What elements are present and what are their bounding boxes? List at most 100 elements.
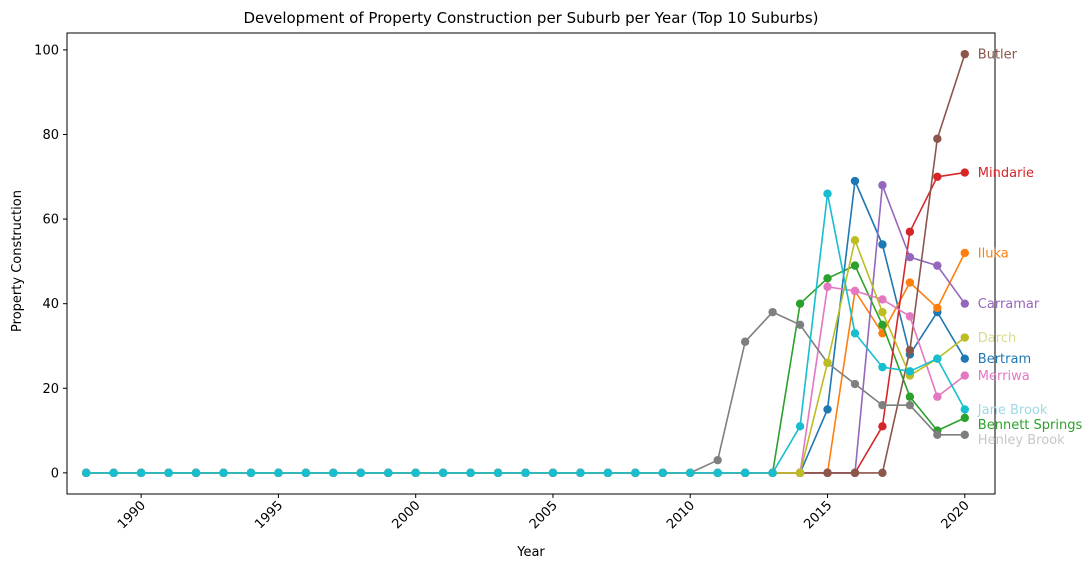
y-tick-label: 100: [34, 43, 59, 58]
series-line-butler: [86, 53, 966, 474]
data-point-jane-brook: [548, 468, 558, 478]
data-point-bennett-springs: [850, 261, 860, 270]
data-point-mindarie: [933, 172, 942, 181]
data-point-carramar: [878, 181, 887, 190]
data-point-merriwa: [878, 295, 887, 304]
series-darch: [82, 236, 969, 478]
data-point-mindarie: [905, 227, 915, 236]
data-point-bertram: [850, 176, 860, 186]
series-iluka: [82, 248, 969, 478]
data-point-iluka: [905, 278, 915, 287]
series-carramar: [82, 181, 969, 478]
series-label-merriwa: Merriwa: [978, 369, 1030, 384]
x-tick-label: 2005: [527, 498, 561, 532]
data-point-bennett-springs: [960, 413, 969, 423]
data-point-merriwa: [823, 282, 832, 291]
data-point-jane-brook: [631, 468, 640, 478]
series-label-jane-brook: Jane Brook: [977, 403, 1048, 418]
data-point-butler: [933, 134, 942, 143]
data-point-jane-brook: [603, 468, 613, 478]
x-tick-label: 1990: [115, 498, 149, 532]
chart-title: Development of Property Construction per…: [243, 9, 818, 27]
series-label-butler: Butler: [978, 48, 1018, 63]
data-point-jane-brook: [933, 354, 942, 363]
data-point-jane-brook: [384, 468, 393, 478]
data-point-henley-brook: [768, 307, 777, 317]
data-point-bertram: [878, 240, 887, 249]
data-point-henley-brook: [850, 379, 860, 389]
data-point-darch: [878, 307, 887, 317]
series-label-henley-brook: Henley Brook: [978, 433, 1065, 448]
data-point-carramar: [960, 299, 969, 308]
data-point-merriwa: [850, 286, 860, 296]
data-point-bennett-springs: [878, 320, 887, 330]
series-line-merriwa: [86, 285, 966, 474]
data-point-jane-brook: [960, 405, 969, 414]
data-point-darch: [795, 468, 805, 478]
x-tick-label: 2010: [664, 498, 698, 532]
series-label-carramar: Carramar: [978, 297, 1040, 312]
x-tick-label: 2000: [390, 498, 424, 532]
y-axis-label: Property Construction: [10, 190, 25, 332]
x-axis-label: Year: [516, 545, 545, 560]
data-point-jane-brook: [850, 329, 860, 338]
data-point-jane-brook: [686, 468, 695, 478]
series-label-iluka: Iluka: [978, 246, 1009, 261]
plot-frame: [66, 32, 996, 495]
data-point-henley-brook: [960, 430, 969, 439]
data-point-jane-brook: [191, 468, 201, 478]
y-axis: 0 20 40 60 80 100: [34, 43, 67, 481]
data-point-butler: [960, 49, 969, 59]
data-point-merriwa: [933, 392, 942, 401]
data-point-darch: [850, 236, 860, 245]
series-jane-brook: [82, 189, 969, 478]
data-point-butler: [878, 468, 887, 478]
data-point-merriwa: [905, 312, 915, 321]
y-tick-label: 40: [42, 297, 59, 312]
data-point-henley-brook: [740, 337, 750, 346]
data-point-darch: [823, 358, 832, 368]
series-label-mindarie: Mindarie: [978, 166, 1034, 181]
data-point-jane-brook: [356, 468, 365, 478]
data-point-mindarie: [878, 422, 887, 431]
plot-area: [82, 49, 969, 478]
data-point-jane-brook: [466, 468, 475, 478]
data-point-jane-brook: [713, 468, 722, 478]
data-point-jane-brook: [301, 468, 311, 478]
series-line-carramar: [86, 184, 966, 474]
series-label-darch: Darch: [978, 331, 1016, 346]
data-point-jane-brook: [411, 468, 420, 478]
data-point-henley-brook: [713, 455, 722, 465]
data-point-jane-brook: [329, 468, 338, 478]
series-merriwa: [82, 282, 969, 478]
data-point-jane-brook: [438, 468, 448, 478]
data-point-jane-brook: [823, 189, 832, 198]
data-point-butler: [823, 468, 832, 478]
data-point-jane-brook: [878, 362, 887, 372]
data-point-jane-brook: [768, 468, 777, 478]
series-label-bennett-springs: Bennett Springs: [978, 418, 1083, 433]
data-point-mindarie: [960, 168, 969, 177]
data-point-henley-brook: [795, 320, 805, 330]
data-point-bertram: [960, 354, 969, 363]
data-point-bennett-springs: [905, 392, 915, 401]
data-point-darch: [960, 333, 969, 342]
series-labels: Butler Mindarie Iluka Carramar Darch Bertram M…: [977, 48, 1083, 448]
data-point-butler: [850, 468, 860, 478]
data-point-henley-brook: [905, 400, 915, 410]
data-point-bennett-springs: [823, 274, 832, 283]
x-tick-label: 1995: [252, 498, 286, 532]
data-point-bennett-springs: [795, 299, 805, 308]
data-point-carramar: [933, 261, 942, 270]
data-point-henley-brook: [878, 400, 887, 410]
y-tick-label: 0: [51, 466, 59, 481]
series-line-jane-brook: [86, 192, 966, 474]
data-point-jane-brook: [219, 468, 228, 478]
data-point-jane-brook: [136, 468, 146, 478]
data-point-jane-brook: [493, 468, 503, 478]
data-point-jane-brook: [795, 422, 805, 431]
data-point-jane-brook: [109, 468, 118, 478]
data-point-jane-brook: [905, 367, 915, 376]
y-tick-label: 60: [42, 213, 59, 228]
